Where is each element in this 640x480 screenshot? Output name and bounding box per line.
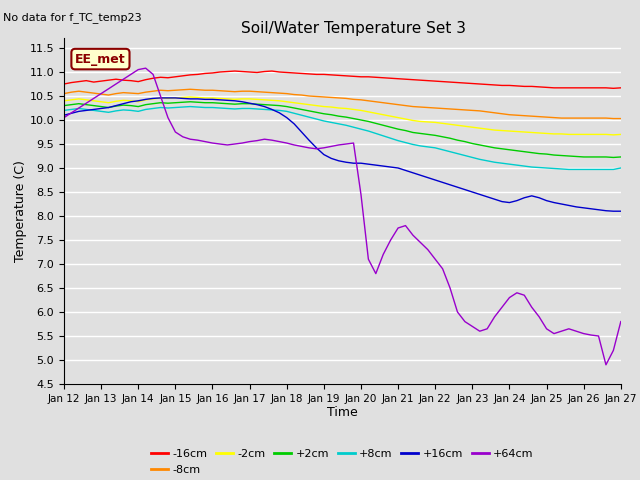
Text: No data for f_TC_temp23: No data for f_TC_temp23 [3, 12, 142, 23]
Legend: -16cm, -8cm, -2cm, +2cm, +8cm, +16cm, +64cm: -16cm, -8cm, -2cm, +2cm, +8cm, +16cm, +6… [147, 445, 538, 480]
Title: Soil/Water Temperature Set 3: Soil/Water Temperature Set 3 [241, 21, 466, 36]
Y-axis label: Temperature (C): Temperature (C) [14, 160, 27, 262]
Text: EE_met: EE_met [75, 53, 126, 66]
X-axis label: Time: Time [327, 407, 358, 420]
